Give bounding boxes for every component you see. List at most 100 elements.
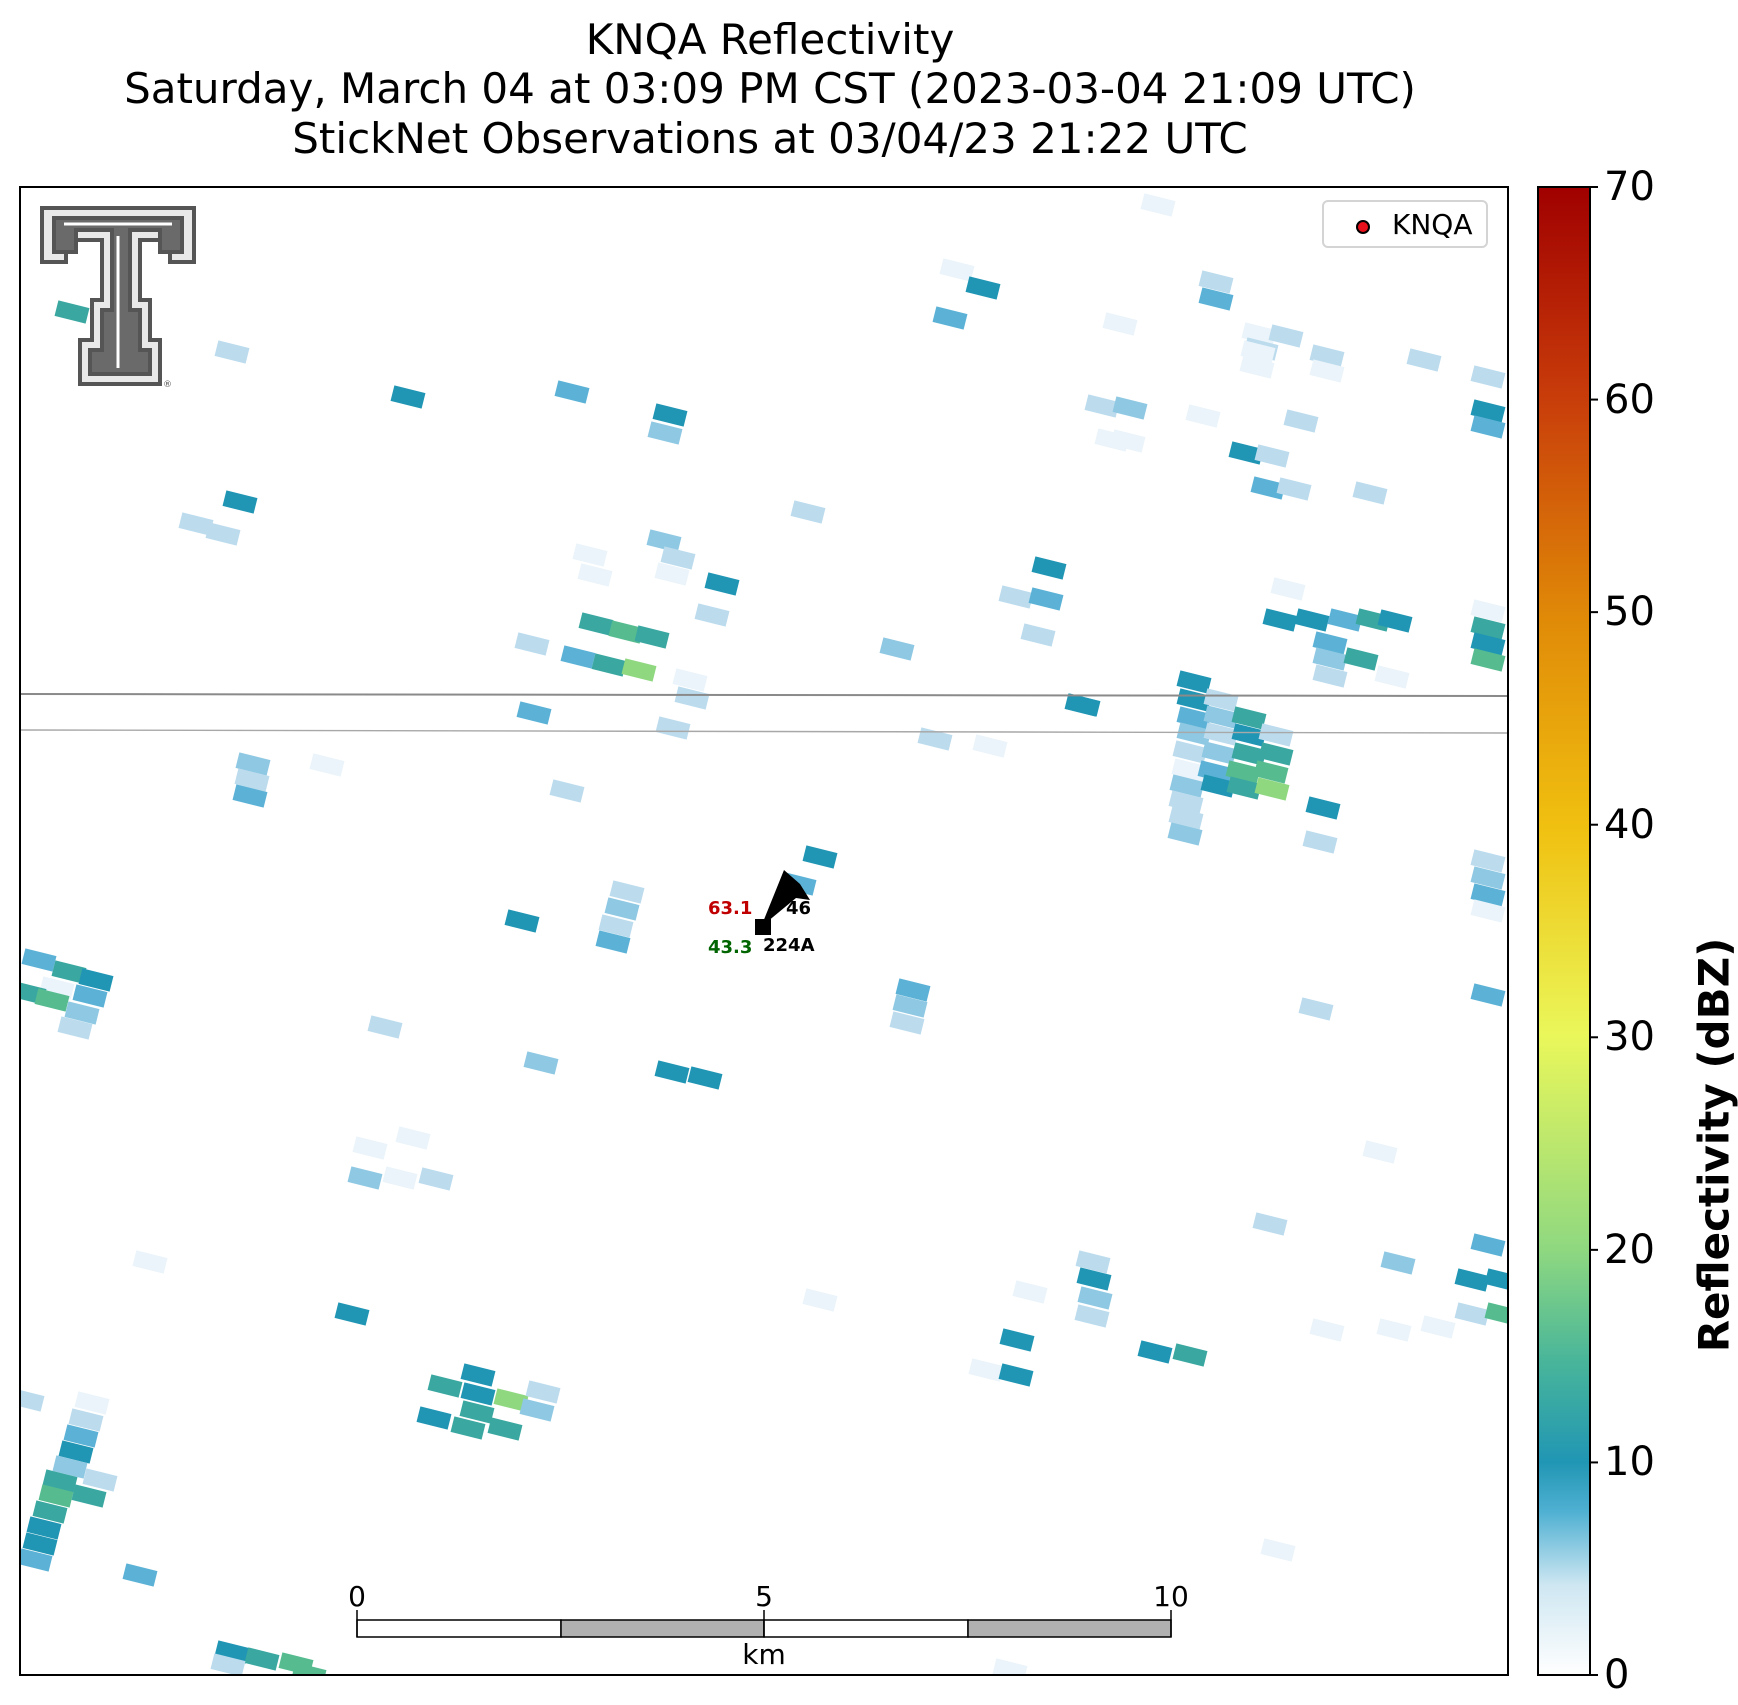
echo-cell — [572, 543, 608, 567]
echo-cell — [1309, 1318, 1345, 1342]
echo-cell — [214, 340, 250, 364]
echo-cell — [78, 968, 114, 992]
echo-cell — [519, 1398, 555, 1422]
echo-cell — [1294, 608, 1330, 632]
echo-cell — [968, 1358, 1004, 1382]
echo-cell — [889, 1011, 925, 1035]
echo-cell — [1454, 1268, 1490, 1292]
echo-cell — [487, 1417, 523, 1441]
echo-cell — [234, 768, 270, 792]
reflectivity-echoes — [20, 193, 1508, 1675]
echo-cell — [1470, 1233, 1506, 1257]
echo-cell — [660, 546, 696, 570]
echo-cell — [879, 637, 915, 661]
echo-cell — [621, 658, 657, 682]
echo-cell — [1454, 1302, 1490, 1326]
echo-cell — [1374, 665, 1410, 689]
echo-cell — [1283, 409, 1319, 433]
scale-bar — [356, 1610, 1172, 1638]
echo-cell — [57, 1016, 93, 1040]
echo-cell — [1352, 481, 1388, 505]
echo-cell — [634, 625, 670, 649]
echo-cell — [1470, 648, 1506, 672]
texas-tech-logo — [40, 206, 196, 386]
echo-cell — [1377, 609, 1413, 633]
echo-cell — [63, 1424, 99, 1448]
echo-cell — [22, 1532, 58, 1556]
echo-cell — [525, 1380, 561, 1404]
echo-cell — [1028, 587, 1064, 611]
echo-cell — [1231, 723, 1267, 747]
echo-cell — [450, 1416, 486, 1440]
echo-cell — [1470, 365, 1506, 389]
echo-cell — [1470, 866, 1506, 890]
echo-cell — [1077, 1286, 1113, 1310]
echo-cell — [1250, 476, 1286, 500]
echo-cell — [1470, 599, 1506, 623]
echo-cell — [1484, 1268, 1508, 1292]
echo-cell — [608, 620, 644, 644]
echo-cell — [74, 1391, 110, 1415]
echo-cell — [493, 1388, 529, 1412]
echo-cell — [604, 897, 640, 921]
echo-cell — [704, 572, 740, 596]
echo-cell — [1312, 664, 1348, 688]
echo-cell — [598, 914, 634, 938]
echo-cell — [132, 1250, 168, 1274]
echo-cell — [1302, 830, 1338, 854]
echo-cell — [1420, 1315, 1456, 1339]
echo-cell — [1380, 1251, 1416, 1275]
echo-cell — [1226, 776, 1262, 800]
legend: KNQA — [1322, 200, 1488, 248]
echo-cell — [1198, 287, 1234, 311]
echo-cell — [459, 1400, 495, 1424]
echo-cell — [998, 1363, 1034, 1387]
echo-cell — [646, 529, 682, 553]
echo-cell — [222, 490, 258, 514]
echo-cell — [1231, 706, 1267, 730]
echo-cell — [1176, 722, 1212, 746]
echo-cell — [1470, 415, 1506, 439]
echo-cell — [654, 562, 690, 586]
echo-cell — [64, 1001, 100, 1025]
echo-cell — [654, 1060, 690, 1084]
echo-cell — [965, 276, 1001, 300]
echo-cell — [71, 1484, 107, 1508]
echo-cell — [1140, 193, 1176, 217]
echo-cell — [1470, 849, 1506, 873]
echo-cell — [609, 880, 645, 904]
echo-cell — [26, 1516, 62, 1540]
echo-cell — [352, 1136, 388, 1160]
echo-cell — [58, 1440, 94, 1464]
echo-cell — [939, 258, 975, 282]
echo-cell — [549, 779, 585, 803]
echo-cell — [523, 1051, 559, 1075]
echo-cell — [1176, 688, 1212, 712]
echo-cell — [1258, 742, 1294, 766]
station-id: 224A — [763, 935, 815, 956]
echo-cell — [998, 585, 1034, 609]
colorbar-tick-label: 70 — [1604, 164, 1655, 210]
echo-cell — [674, 686, 710, 710]
echo-cell — [647, 421, 683, 445]
echo-cell — [21, 948, 57, 972]
echo-cell — [427, 1374, 463, 1398]
echo-cell — [672, 668, 708, 692]
echo-cell — [917, 727, 953, 751]
echo-cell — [1185, 404, 1221, 428]
colorbar-ticks — [1590, 186, 1598, 1676]
colorbar — [1537, 186, 1591, 1676]
echo-cell — [1309, 359, 1345, 383]
echo-cell — [1203, 688, 1239, 712]
echo-cell — [72, 984, 108, 1008]
echo-cell — [1270, 577, 1306, 601]
colorbar-label: Reflectivity (dBZ) — [1689, 937, 1738, 1353]
echo-cell — [418, 1167, 454, 1191]
echo-cell — [1084, 394, 1120, 418]
echo-cell — [20, 1548, 53, 1572]
echo-cell — [235, 752, 271, 776]
echo-cell — [1012, 1280, 1048, 1304]
echo-cell — [514, 632, 550, 656]
echo-cell — [1327, 608, 1363, 632]
